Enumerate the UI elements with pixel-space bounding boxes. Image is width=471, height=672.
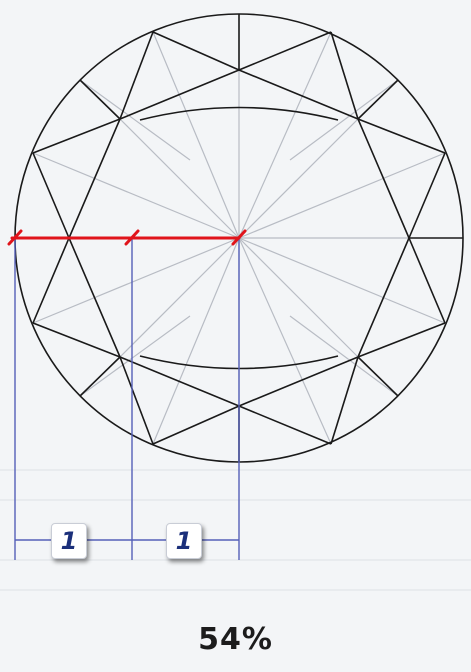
measure-label-left: 1 [51,523,87,559]
diamond-outline [14,13,464,463]
tick-center [231,229,247,246]
tick-table-edge [124,229,140,246]
table-measure-line [7,229,247,246]
measure-label-right: 1 [166,523,202,559]
measure-label-left-text: 1 [60,527,78,555]
diamond-facet-shading [32,31,446,445]
background-grid [0,469,471,591]
measure-label-right-text: 1 [175,527,193,555]
tick-left [7,229,23,246]
table-percentage: 54% [198,622,273,657]
